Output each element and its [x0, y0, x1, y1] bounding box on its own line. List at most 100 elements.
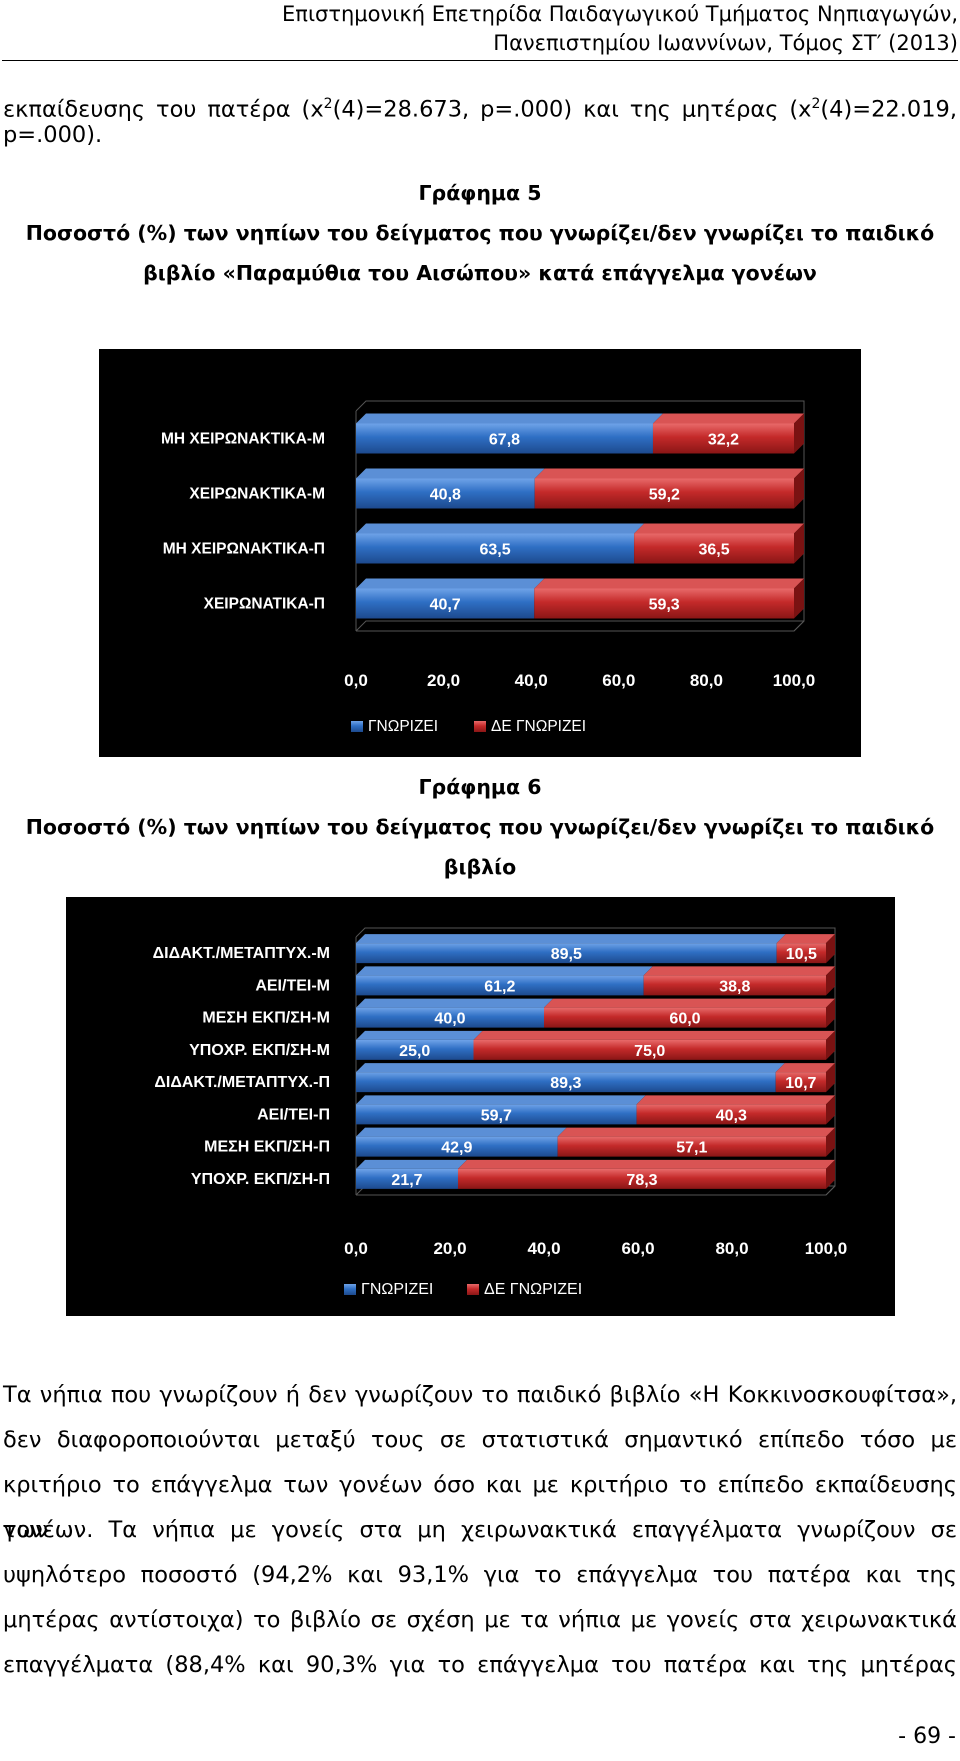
bar-side-face: [826, 1159, 835, 1189]
bar-does-not-know: [534, 588, 794, 619]
bar-top-face: [544, 998, 835, 1008]
x-tick-label: 20,0: [427, 671, 460, 690]
x-tick-label: 100,0: [773, 671, 816, 690]
legend-swatch: [467, 1284, 479, 1295]
bar-top-face: [634, 523, 804, 534]
intro-line-1: εκπαίδευσης του πατέρα (x2(4)=28.673, p=…: [3, 82, 957, 127]
bar-does-not-know: [775, 1072, 826, 1093]
data-label: 36,5: [698, 542, 729, 559]
figure6-chart-svg: ΔΙΔΑΚΤ./ΜΕΤΑΠΤΥΧ.-Μ 89,5 10,5 ΑΕΙ/ΤΕΙ-Μ 61,2…: [153, 927, 847, 1298]
bar-knows: [356, 588, 535, 619]
category-label: ΔΙΔΑΚΤ./ΜΕΤΑΠΤΥΧ.-Π: [154, 1074, 330, 1091]
figure5-caption: Γράφημα 5 Ποσοστό (%) των νηπίων του δεί…: [0, 173, 960, 293]
figure5-caption-line-2: βιβλίο «Παραμύθια του Αισώπου» κατά επάγ…: [143, 261, 817, 285]
superscript: 2: [323, 96, 333, 112]
bar-knows: [356, 1136, 558, 1157]
category-label: ΑΕΙ/ΤΕΙ-Π: [257, 1106, 330, 1123]
data-label: 40,7: [430, 597, 461, 614]
x-tick-label: 80,0: [715, 1239, 748, 1258]
bar-top-face: [457, 1159, 835, 1169]
bar-does-not-know: [557, 1136, 826, 1157]
body-line-1: Τα νήπια που γνωρίζουν ή δεν γνωρίζουν τ…: [3, 1382, 957, 1408]
data-label: 60,0: [669, 1011, 700, 1028]
category-label: ΧΕΙΡΩΝΑΚΤΙΚΑ-Μ: [189, 486, 325, 503]
bar-does-not-know: [457, 1168, 826, 1189]
bar-top-face: [776, 934, 835, 944]
figure5-label: Γράφημα 5: [418, 181, 542, 205]
bar-side-face: [826, 1030, 835, 1060]
bar-does-not-know: [643, 975, 826, 996]
header-line-2: Πανεπιστημίου Ιωαννίνων, Τόμος ΣΤ′ (2013…: [493, 31, 958, 55]
bar-top-face: [652, 413, 804, 424]
bar-side-face: [794, 578, 804, 619]
bar-side-face: [826, 1063, 835, 1093]
category-label: ΥΠΟΧΡ. ΕΚΠ/ΣΗ-Π: [191, 1171, 330, 1188]
category-label: ΥΠΟΧΡ. ΕΚΠ/ΣΗ-Μ: [189, 1042, 330, 1059]
data-label: 59,2: [649, 487, 680, 504]
intro-text-c: (4)=22.019,: [820, 96, 957, 123]
category-label: ΔΙΔΑΚΤ./ΜΕΤΑΠΤΥΧ.-Μ: [153, 945, 330, 962]
data-label: 63,5: [479, 542, 510, 559]
data-label: 32,2: [708, 432, 739, 449]
x-tick-label: 20,0: [433, 1239, 466, 1258]
category-label: ΜΕΣΗ ΕΚΠ/ΣΗ-Μ: [202, 1010, 330, 1027]
legend-swatch: [474, 721, 486, 732]
body-line-2: δεν διαφοροποιούνται μεταξύ τους σε στατ…: [3, 1427, 957, 1453]
superscript: 2: [811, 96, 821, 112]
bar-knows: [356, 943, 777, 964]
bar-top-face: [356, 1159, 467, 1169]
bar-top-face: [356, 1063, 785, 1073]
data-label: 89,3: [550, 1075, 581, 1092]
legend-label: ΔΕ ΓΝΩΡΙΖΕΙ: [491, 718, 586, 735]
bar-side-face: [826, 1127, 835, 1157]
legend-label: ΔΕ ΓΝΩΡΙΖΕΙ: [484, 1281, 582, 1298]
x-tick-label: 60,0: [602, 671, 635, 690]
bar-top-face: [356, 998, 553, 1008]
bar-top-face: [356, 934, 786, 944]
data-label: 89,5: [551, 946, 582, 963]
bar-top-face: [356, 413, 663, 424]
data-label: 78,3: [626, 1172, 657, 1189]
x-tick-label: 60,0: [621, 1239, 654, 1258]
bar-knows: [356, 1168, 458, 1189]
bar-top-face: [473, 1030, 835, 1040]
bar-side-face: [794, 468, 804, 509]
x-tick-label: 0,0: [344, 1239, 368, 1258]
figure5-caption-line-1: Ποσοστό (%) των νηπίων του δείγματος που…: [25, 221, 935, 245]
bar-does-not-know: [544, 1007, 826, 1028]
bar-top-face: [775, 1063, 835, 1073]
bar-does-not-know: [473, 1039, 826, 1060]
bar-does-not-know: [636, 1104, 826, 1125]
bar-does-not-know: [634, 533, 794, 564]
data-label: 10,7: [785, 1075, 816, 1092]
category-label: ΜΗ ΧΕΙΡΩΝΑΚΤΙΚΑ-Μ: [161, 431, 325, 448]
data-label: 42,9: [441, 1140, 472, 1157]
data-label: 67,8: [489, 432, 520, 449]
figure6-label: Γράφημα 6: [418, 775, 542, 799]
body-line-7: επαγγέλματα (88,4% και 90,3% για το επάγ…: [3, 1652, 957, 1678]
bar-knows: [356, 1072, 776, 1093]
bar-top-face: [356, 468, 545, 479]
bar-side-face: [794, 523, 804, 564]
body-line-4: γονέων. Τα νήπια με γονείς στα μη χειρων…: [3, 1517, 957, 1543]
intro-paragraph: εκπαίδευσης του πατέρα (x2(4)=28.673, p=…: [3, 82, 957, 158]
data-label: 59,7: [481, 1107, 512, 1124]
intro-line-2: p=.000).: [3, 122, 103, 148]
data-label: 75,0: [634, 1043, 665, 1060]
bar-knows: [356, 975, 644, 996]
data-label: 25,0: [399, 1043, 430, 1060]
running-header: Επιστημονική Επετηρίδα Παιδαγωγικού Τμήμ…: [2, 0, 958, 61]
bar-knows: [356, 1104, 637, 1125]
bar-does-not-know: [776, 943, 826, 964]
bar-top-face: [636, 1095, 835, 1105]
bar-top-face: [356, 1030, 483, 1040]
bar-side-face: [826, 1095, 835, 1125]
bar-side-face: [826, 934, 835, 964]
body-line-3: κριτήριο το επάγγελμα των γονέων όσο και…: [3, 1472, 957, 1543]
bar-top-face: [356, 1095, 646, 1105]
bar-knows: [356, 1007, 544, 1028]
legend-swatch: [351, 721, 363, 732]
figure6-caption-line-1: Ποσοστό (%) των νηπίων του δείγματος που…: [25, 815, 935, 879]
x-tick-label: 40,0: [527, 1239, 560, 1258]
intro-text-a: εκπαίδευσης του πατέρα (x: [3, 96, 324, 123]
